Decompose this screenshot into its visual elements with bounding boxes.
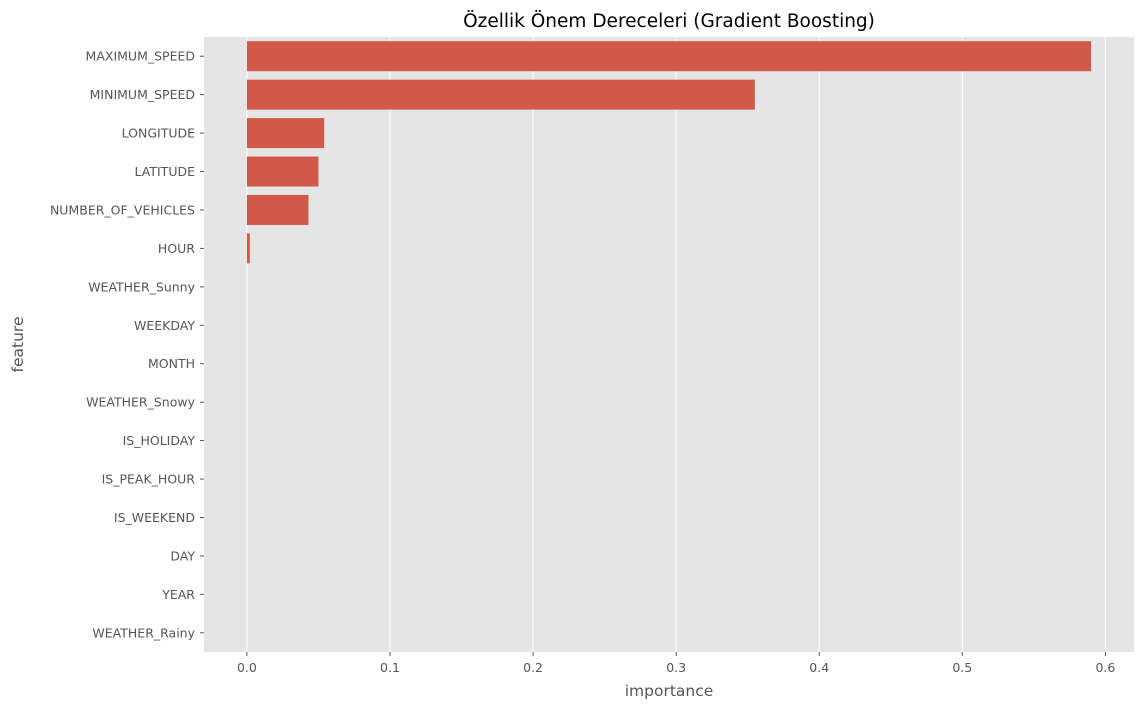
x-axis-label: importance [625, 682, 714, 700]
y-tick-label: YEAR [161, 587, 195, 602]
x-tick-label: 0.4 [809, 660, 829, 675]
y-axis-label: feature [9, 317, 27, 373]
bar-maximum-speed [246, 41, 1092, 72]
bar-hour [246, 233, 250, 264]
y-tick-label: HOUR [158, 241, 195, 256]
y-tick-label: WEATHER_Snowy [86, 395, 195, 410]
y-tick-label: IS_WEEKEND [114, 510, 195, 525]
y-tick-label: DAY [170, 548, 195, 563]
y-tick-label: LONGITUDE [122, 126, 195, 141]
bar-number-of-vehicles [246, 194, 309, 225]
x-tick-label: 0.0 [237, 660, 257, 675]
grid-lines [246, 37, 1106, 652]
y-tick-label: MINIMUM_SPEED [90, 87, 195, 102]
x-tick-label: 0.6 [1095, 660, 1115, 675]
x-tick-label: 0.1 [380, 660, 400, 675]
y-tick-label: LATITUDE [135, 164, 196, 179]
y-tick-label: IS_PEAK_HOUR [102, 472, 196, 487]
x-tick-label: 0.2 [523, 660, 543, 675]
bar-minimum-speed [246, 79, 755, 110]
y-tick-label: MAXIMUM_SPEED [86, 49, 195, 64]
plot-area [204, 37, 1134, 652]
bars [246, 41, 1092, 264]
chart-title: Özellik Önem Dereceleri (Gradient Boosti… [463, 10, 875, 32]
y-tick-label: NUMBER_OF_VEHICLES [50, 202, 195, 217]
x-axis-ticks: 0.0 0.1 0.2 0.3 0.4 0.5 0.6 [237, 652, 1115, 675]
y-tick-label: WEATHER_Rainy [92, 625, 195, 640]
y-axis-ticks: MAXIMUM_SPEED MINIMUM_SPEED LONGITUDE LATIT… [50, 49, 204, 640]
x-tick-label: 0.5 [952, 660, 972, 675]
y-tick-label: WEEKDAY [134, 318, 195, 333]
y-tick-label: WEATHER_Sunny [88, 279, 195, 294]
y-tick-label: IS_HOLIDAY [123, 433, 196, 448]
y-tick-label: MONTH [148, 356, 195, 371]
x-tick-label: 0.3 [666, 660, 686, 675]
bar-longitude [246, 118, 325, 149]
bar-latitude [246, 156, 319, 187]
